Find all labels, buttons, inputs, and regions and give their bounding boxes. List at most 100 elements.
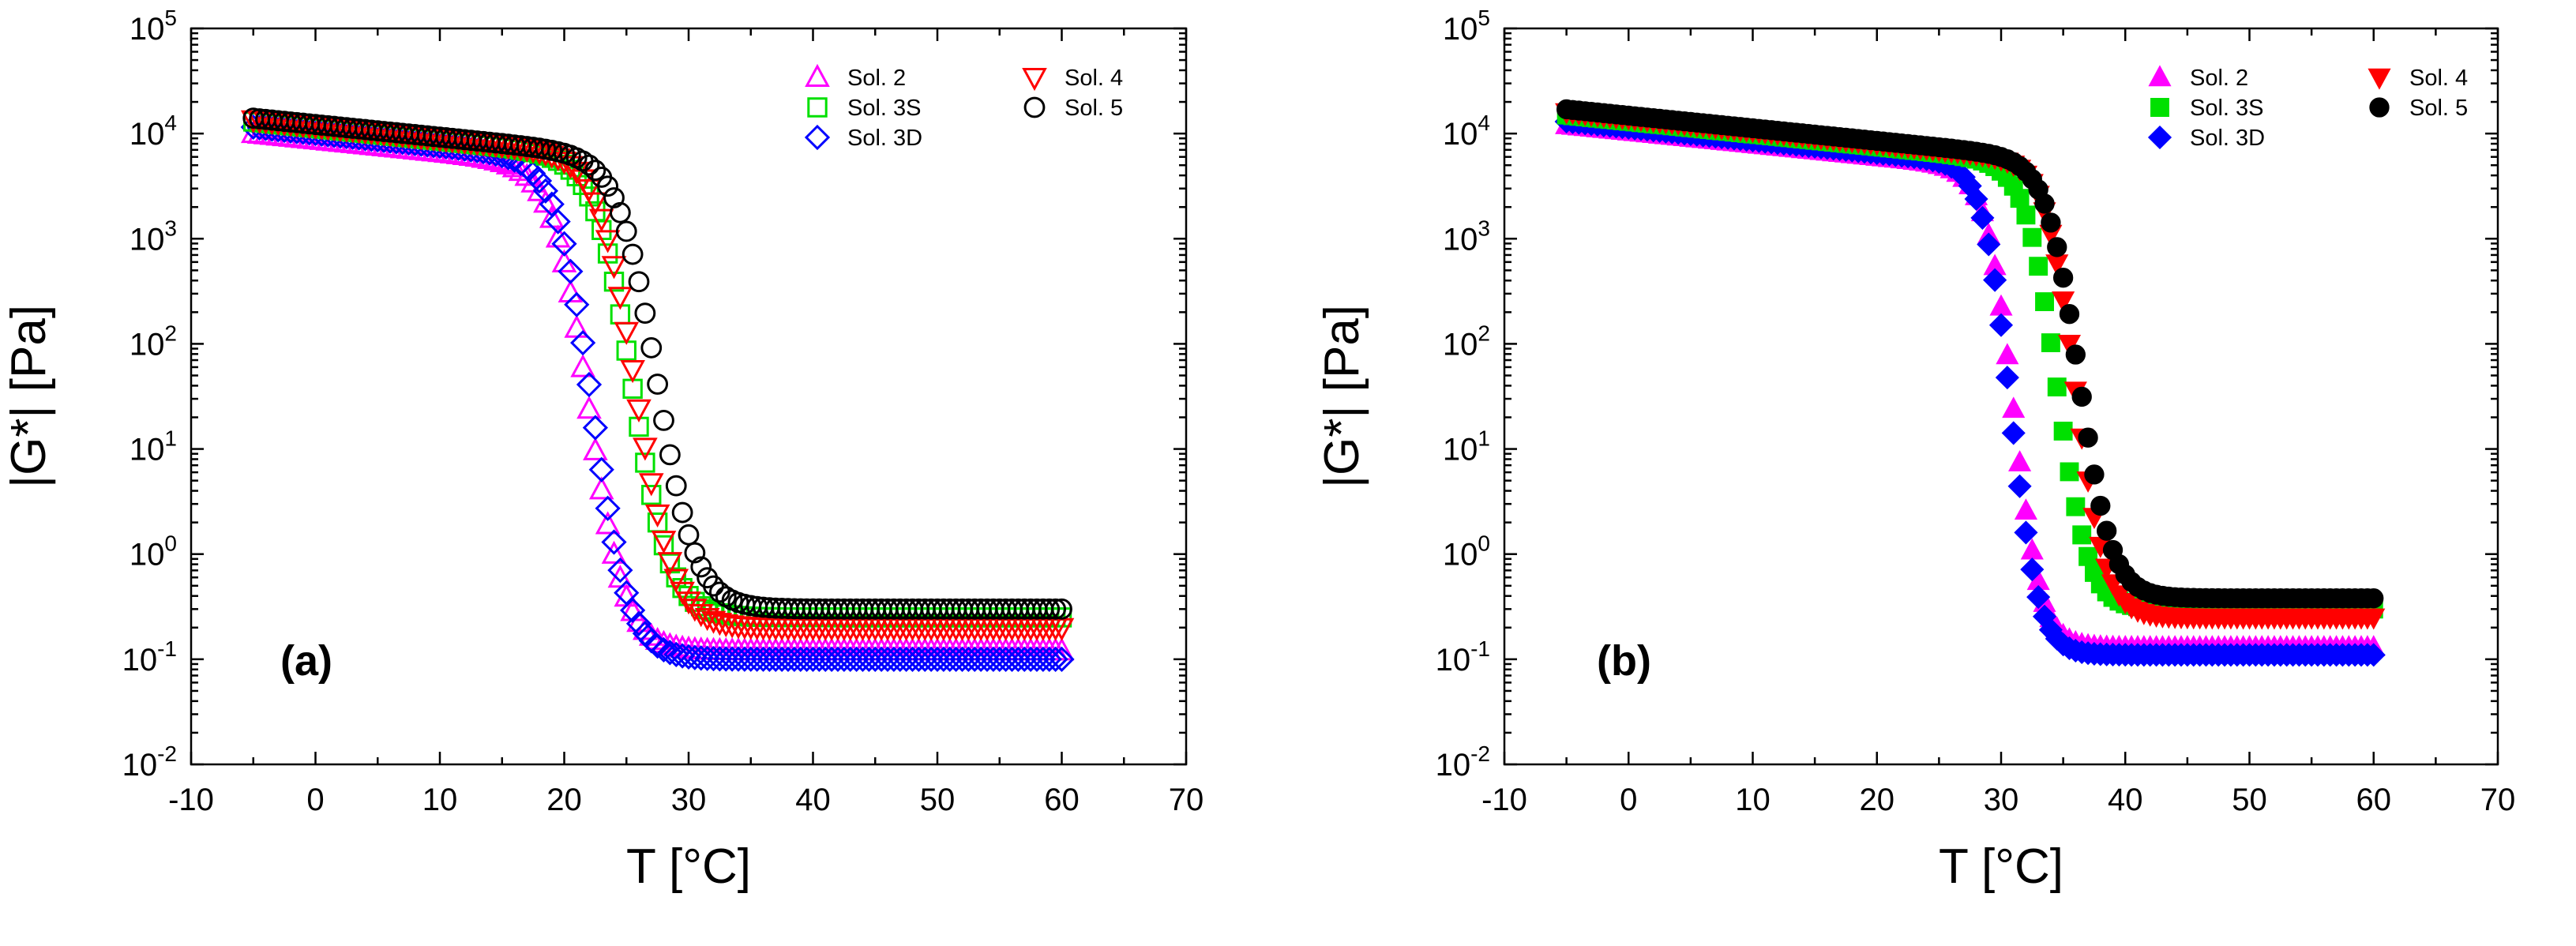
data-point xyxy=(2052,268,2074,288)
data-point xyxy=(607,557,633,584)
data-point xyxy=(582,415,608,441)
data-point xyxy=(584,160,606,182)
data-point xyxy=(869,646,895,672)
data-point xyxy=(651,531,677,554)
data-point xyxy=(2002,396,2026,419)
data-point xyxy=(831,646,858,672)
data-point xyxy=(614,321,640,345)
data-point xyxy=(2362,608,2386,630)
data-point xyxy=(595,230,621,253)
data-point xyxy=(591,220,612,241)
data-point xyxy=(651,636,677,663)
data-point xyxy=(1023,646,1050,672)
x-tick-label: 40 xyxy=(795,783,831,817)
data-point xyxy=(588,208,614,232)
x-tick-label: 60 xyxy=(2356,783,2392,817)
data-point xyxy=(663,569,689,592)
legend-marker xyxy=(807,97,828,118)
data-point xyxy=(653,409,674,431)
data-point xyxy=(980,646,1007,672)
data-point xyxy=(2026,585,2051,610)
y-tick-label: 100 xyxy=(130,531,177,572)
data-point xyxy=(1042,646,1068,672)
x-tick-label: 70 xyxy=(2480,783,2516,817)
x-tick-label: 50 xyxy=(920,783,956,817)
y-axis-title: |G*| [Pa] xyxy=(1315,305,1369,488)
data-point xyxy=(713,646,739,672)
data-point xyxy=(837,646,863,672)
data-point xyxy=(781,646,808,672)
x-tick-label: 30 xyxy=(671,783,707,817)
x-tick-label: -10 xyxy=(1481,783,1527,817)
data-point xyxy=(750,646,776,672)
data-point xyxy=(2090,495,2111,516)
data-point xyxy=(707,646,733,672)
series-sol-5 xyxy=(242,107,1072,620)
data-point xyxy=(595,511,621,535)
y-tick-label: 10-1 xyxy=(1436,636,1490,678)
x-tick-label: 70 xyxy=(1169,783,1204,817)
data-point xyxy=(616,340,636,361)
series-sol-3d xyxy=(1554,109,2386,667)
data-point xyxy=(558,258,584,284)
data-point xyxy=(968,646,994,672)
data-point xyxy=(570,354,595,377)
data-point xyxy=(595,495,621,521)
x-axis-title: T [°C] xyxy=(626,839,751,894)
data-point xyxy=(2035,292,2054,312)
data-point xyxy=(725,646,752,672)
data-point xyxy=(999,646,1025,672)
legend-label: Sol. 2 xyxy=(847,66,906,91)
y-tick-label: 10-2 xyxy=(122,741,177,783)
data-point xyxy=(2041,212,2061,233)
data-point xyxy=(962,646,988,672)
data-point xyxy=(843,646,869,672)
legend-label: Sol. 4 xyxy=(1065,66,1123,91)
data-point xyxy=(2097,520,2117,541)
legend-marker xyxy=(804,124,831,151)
data-point xyxy=(615,220,637,242)
data-point xyxy=(912,646,938,672)
x-tick-label: 20 xyxy=(1860,783,1895,817)
data-point xyxy=(700,645,727,672)
data-point xyxy=(806,646,832,672)
x-tick-label: 0 xyxy=(1620,783,1637,817)
data-point xyxy=(629,416,649,437)
data-point xyxy=(583,192,608,216)
data-point xyxy=(881,646,907,672)
data-point xyxy=(924,646,951,672)
y-tick-label: 10-2 xyxy=(1436,741,1490,783)
data-point xyxy=(671,501,693,524)
legend-label: Sol. 5 xyxy=(2409,96,2468,121)
data-point xyxy=(2047,237,2067,257)
series-sol-5 xyxy=(1556,99,2384,609)
data-point xyxy=(564,291,590,317)
data-point xyxy=(597,175,619,197)
data-point xyxy=(622,378,643,399)
series-sol-2 xyxy=(240,119,1075,661)
data-point xyxy=(644,633,670,659)
data-point xyxy=(1045,598,1067,620)
data-point xyxy=(609,201,631,223)
data-point xyxy=(576,179,602,203)
data-point xyxy=(2078,427,2098,448)
data-point xyxy=(993,646,1019,672)
data-point xyxy=(893,646,919,672)
x-tick-label: 10 xyxy=(422,783,458,817)
data-point xyxy=(2029,257,2048,276)
legend-marker xyxy=(1022,68,1047,92)
data-point xyxy=(1036,646,1062,672)
data-point xyxy=(576,371,603,398)
data-point xyxy=(1983,268,2007,292)
data-point xyxy=(1005,646,1031,672)
data-point xyxy=(943,646,969,672)
data-point xyxy=(731,646,757,672)
legend-marker xyxy=(2147,125,2172,150)
data-point xyxy=(657,552,683,576)
data-point xyxy=(659,553,681,574)
data-point xyxy=(1012,646,1038,672)
data-point xyxy=(583,437,608,460)
data-point xyxy=(794,646,820,672)
legend-label: Sol. 3D xyxy=(847,126,922,151)
data-point xyxy=(949,646,975,672)
